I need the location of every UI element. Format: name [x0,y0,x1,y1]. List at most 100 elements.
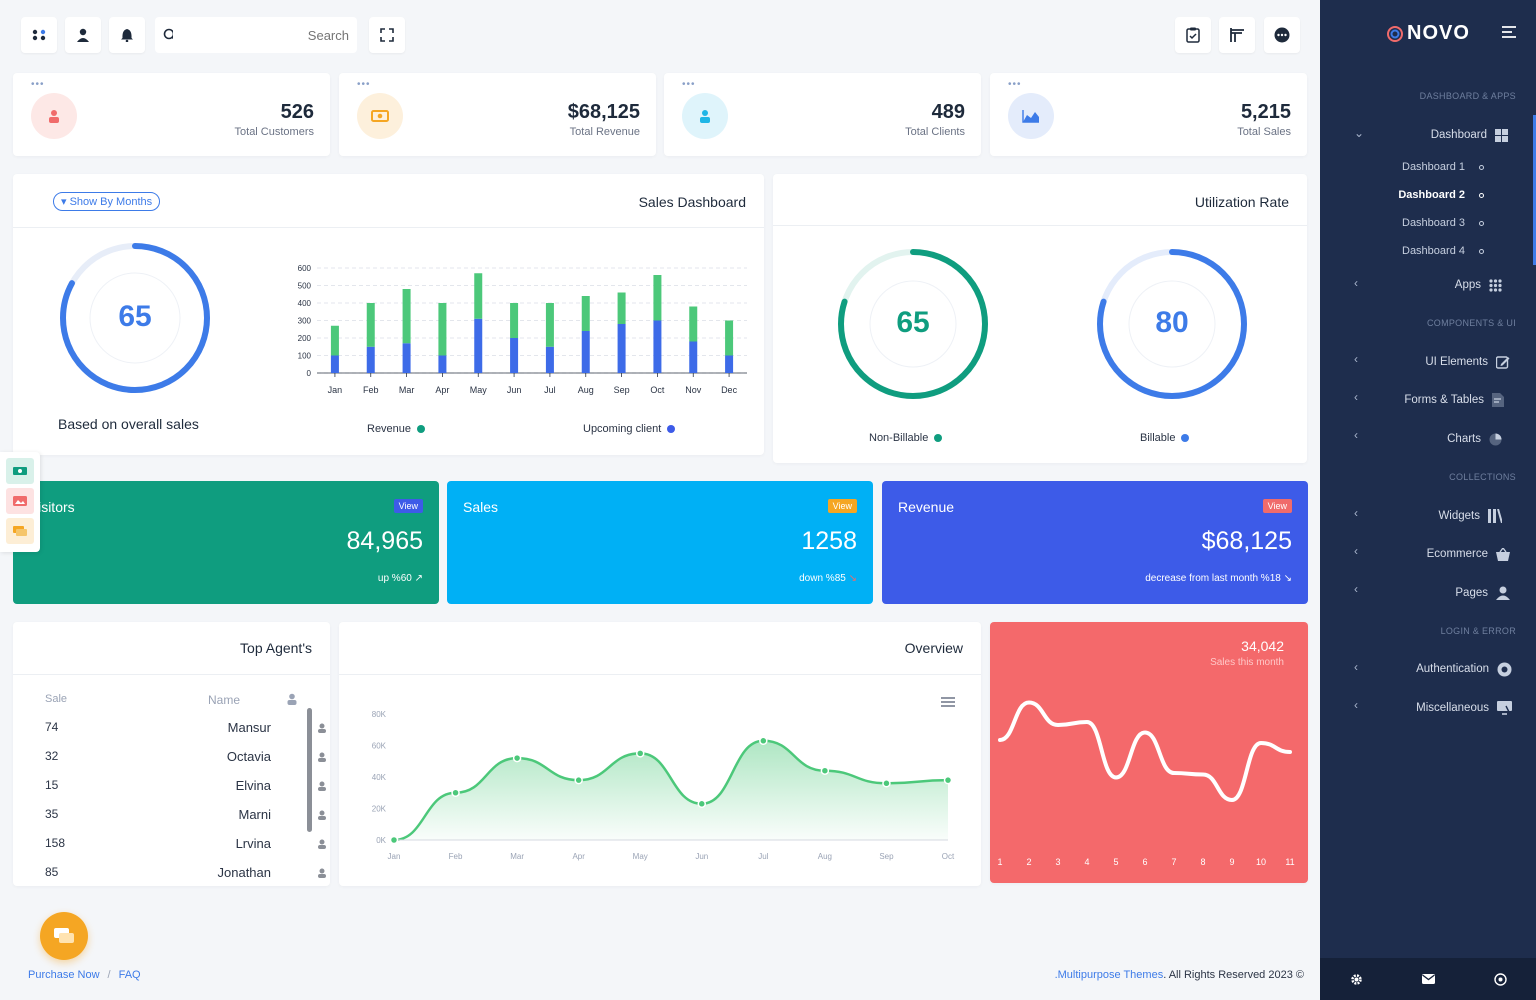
sidebar-item-apps[interactable]: Apps [1455,274,1502,296]
sidebar-item-forms-tables[interactable]: Forms & Tables [1404,389,1504,411]
sidebar-item-pages[interactable]: Pages [1455,582,1510,604]
bar-revenue[interactable] [438,303,447,356]
purchase-link[interactable]: Purchase Now [28,969,100,981]
table-row[interactable]: 35 Marni [45,807,326,827]
data-point[interactable] [451,788,460,797]
bar-revenue[interactable] [366,303,375,347]
data-point[interactable] [389,835,399,845]
bar-revenue[interactable] [545,303,554,347]
logo[interactable]: NOVO [1386,22,1470,45]
apps-toggle-button[interactable] [21,17,57,53]
bar-revenue[interactable] [653,275,662,321]
bar-upcoming-client[interactable] [581,331,590,373]
legend-non-billable[interactable]: Non-Billable [869,432,943,444]
bar-revenue[interactable] [581,296,590,331]
sidebar-subitem-dashboard-2[interactable]: Dashboard 2 [1398,189,1484,201]
menu-toggle-icon[interactable] [1502,26,1516,38]
view-badge[interactable]: View [827,499,857,513]
card-menu-icon[interactable]: ••• [682,79,696,90]
show-by-months-dropdown[interactable]: ▾ Show By Months [53,192,161,211]
bar-upcoming-client[interactable] [474,318,483,373]
y-tick-label: 20K [372,805,387,814]
sidebar-subitem-dashboard-4[interactable]: Dashboard 4 [1402,245,1484,257]
data-point[interactable] [697,799,707,809]
x-tick-label: Aug [578,385,594,395]
data-point[interactable] [512,753,522,763]
search-input[interactable] [173,27,349,43]
data-point[interactable] [574,775,583,785]
table-row[interactable]: 15 Elvina [45,778,326,798]
card-sub: decrease from last month %18 ↘ [1145,573,1292,584]
sidebar-item-ecommerce[interactable]: Ecommerce [1427,543,1510,565]
bar-upcoming-client[interactable] [402,343,411,373]
bar-revenue[interactable] [689,306,698,342]
profile-button[interactable] [65,17,101,53]
scrollbar[interactable] [307,708,312,832]
bar-upcoming-client[interactable] [330,355,339,374]
flag-button[interactable] [1219,17,1255,53]
table-row[interactable]: 74 Mansur [45,720,326,740]
bar-revenue[interactable] [402,289,411,344]
sidebar-subitem-dashboard-1[interactable]: Dashboard 1 [1402,161,1484,173]
bar-upcoming-client[interactable] [725,355,734,374]
mail-icon[interactable] [1421,974,1435,984]
chat-fab-button[interactable] [40,912,88,960]
avatar-icon [318,839,326,849]
chevron-left-icon: ‹ [1354,506,1358,520]
tool-image-button[interactable] [6,488,34,514]
bar-upcoming-client[interactable] [510,338,519,373]
legend-billable[interactable]: Billable [1140,432,1190,444]
card-menu-icon[interactable]: ••• [31,79,45,90]
x-tick-label: 7 [1171,857,1176,867]
bar-revenue[interactable] [617,292,626,325]
data-point[interactable] [820,766,830,775]
sidebar-scroll-indicator[interactable] [1533,115,1536,265]
table-row[interactable]: 158 Lrvina [45,836,326,856]
card-menu-icon[interactable]: ••• [1008,79,1022,90]
tasks-button[interactable] [1175,17,1211,53]
bar-upcoming-client[interactable] [653,320,662,374]
bar-upcoming-client[interactable] [617,324,626,373]
sidebar-item-charts[interactable]: Charts [1447,428,1502,450]
data-point[interactable] [635,749,645,758]
search-icon[interactable] [163,28,173,42]
sales-gauge [60,243,210,393]
chat-button[interactable] [1264,17,1300,53]
brand-link[interactable]: .Multipurpose Themes [1054,969,1164,981]
bar-upcoming-client[interactable] [438,355,447,374]
table-row[interactable]: 85 Jonathan [45,865,326,885]
legend-upcoming[interactable]: Upcoming client [583,423,676,435]
data-point[interactable] [882,779,891,788]
bar-upcoming-client[interactable] [366,346,375,373]
bar-revenue[interactable] [725,320,734,356]
x-tick-label: Sep [614,385,630,395]
sidebar-item-widgets[interactable]: Widgets [1438,505,1502,527]
tool-money-button[interactable] [6,458,34,484]
tool-chat-button[interactable] [6,518,34,544]
fullscreen-button[interactable] [369,17,405,53]
bar-upcoming-client[interactable] [545,346,554,373]
hamburger-menu-icon[interactable] [941,697,955,707]
stat-label: Total Sales [1237,126,1291,138]
table-row[interactable]: 32 Octavia [45,749,326,769]
sidebar-item-authentication[interactable]: Authentication [1416,658,1512,680]
data-point[interactable] [943,775,953,785]
gear-icon[interactable] [1350,973,1363,986]
sales-month-value: 34,042 [1241,638,1284,654]
bar-revenue[interactable] [474,273,483,319]
sidebar-subitem-dashboard-3[interactable]: Dashboard 3 [1402,217,1484,229]
legend-revenue[interactable]: Revenue [367,423,426,435]
sidebar-item-dashboard[interactable]: Dashboard [1431,124,1508,146]
view-badge[interactable]: View [1262,499,1292,513]
card-menu-icon[interactable]: ••• [357,79,371,90]
sidebar-item-miscellaneous[interactable]: Miscellaneous [1416,697,1512,719]
sidebar-item-ui-elements[interactable]: UI Elements [1425,351,1510,373]
power-icon[interactable] [1493,972,1507,986]
bar-upcoming-client[interactable] [689,341,698,374]
bar-revenue[interactable] [330,325,339,356]
notifications-button[interactable] [109,17,145,53]
view-badge[interactable]: View [393,499,423,513]
faq-link[interactable]: FAQ [118,969,141,981]
bar-revenue[interactable] [510,303,519,338]
data-point[interactable] [759,736,768,746]
